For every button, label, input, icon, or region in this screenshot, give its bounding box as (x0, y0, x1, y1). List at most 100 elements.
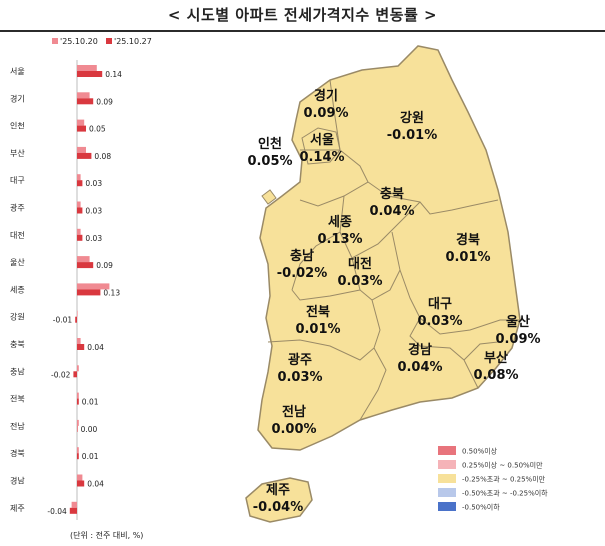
category-label: 인천 (10, 121, 25, 131)
bar-current (77, 152, 92, 159)
map-region-value: 0.00% (271, 422, 316, 437)
bar-prev (77, 174, 81, 181)
bar-prev (77, 119, 85, 126)
bar-current (77, 480, 85, 487)
bar-prev (77, 201, 81, 208)
category-label: 강원 (10, 312, 25, 322)
value-label: 0.14 (105, 70, 122, 79)
map-region-name: 제주 (266, 483, 290, 498)
map-region-name: 전북 (306, 304, 330, 320)
bar-prev (77, 419, 79, 426)
bar-prev (77, 65, 97, 71)
map-region-value: 0.09% (303, 106, 348, 121)
title-divider (0, 30, 605, 32)
category-label: 세종 (10, 285, 25, 294)
map-incheon-island (261, 189, 277, 205)
category-label: 경북 (10, 448, 25, 458)
value-label: 0.01 (82, 452, 99, 461)
value-label: 0.09 (96, 97, 113, 106)
map-region-value: 0.04% (369, 204, 414, 219)
color-legend-swatch (438, 488, 456, 497)
category-label: 부산 (10, 148, 25, 158)
category-label: 광주 (10, 203, 25, 213)
bar-current (77, 125, 86, 132)
map-region-name: 경남 (408, 342, 432, 358)
legend-swatch (106, 38, 112, 44)
value-label: 0.03 (85, 179, 102, 188)
color-legend-swatch (438, 474, 456, 483)
legend-swatch (52, 38, 58, 44)
bar-current (77, 180, 83, 187)
bar-prev (77, 283, 110, 290)
color-legend-label: 0.50%이상 (462, 447, 498, 456)
color-legend-swatch (438, 502, 456, 511)
map-region-value: 0.09% (495, 332, 540, 347)
map-region-name: 대전 (348, 256, 372, 272)
value-label: 0.05 (89, 125, 106, 134)
legend-label: '25.10.27 (114, 37, 152, 46)
map-region-value: 0.13% (317, 232, 362, 247)
color-legend-swatch (438, 460, 456, 469)
bar-legend: '25.10.20 '25.10.27 (52, 37, 152, 46)
korea-map (245, 45, 521, 523)
map-region-value: 0.03% (277, 370, 322, 385)
value-label: -0.02 (51, 370, 71, 379)
category-label: 충남 (10, 367, 25, 376)
color-legend: 0.50%이상 0.25%이상 ~ 0.50%미만 -0.25%초과 ~ 0.25%… (438, 446, 548, 512)
category-label: 대구 (10, 176, 25, 185)
map-region-name: 부산 (484, 350, 508, 366)
color-legend-swatch (438, 446, 456, 455)
bar-prev (77, 338, 81, 344)
value-label: 0.09 (96, 261, 113, 270)
map-region-name: 세종 (328, 215, 352, 230)
value-label: 0.04 (87, 480, 104, 489)
bar-current (77, 234, 83, 241)
bar-prev (77, 92, 90, 99)
map-region-value: 0.03% (417, 314, 462, 329)
category-label: 전북 (10, 394, 25, 404)
value-label: 0.01 (82, 398, 99, 407)
value-label: 0.03 (85, 207, 102, 216)
map-region-name: 충북 (380, 186, 404, 202)
category-label: 서울 (10, 67, 25, 76)
bar-current (75, 316, 77, 323)
category-label: 제주 (10, 504, 25, 513)
bar-chart: 서울 0.14 경기 0.09 인천 0.05 부산 0.08 대구 0.03 광주 0.03 대전 0.… (10, 60, 122, 520)
category-label: 전남 (10, 421, 25, 431)
map-region-value: 0.14% (299, 150, 344, 165)
map-region-value: 0.01% (295, 322, 340, 337)
bar-prev (77, 146, 86, 153)
bar-prev (77, 447, 79, 454)
map-jeju (245, 477, 313, 523)
map-region-value: 0.03% (337, 274, 382, 289)
category-label: 경기 (10, 93, 25, 103)
category-label: 울산 (10, 257, 25, 267)
map-labels: 경기 0.09% 강원 -0.01% 인천 0.05% 서울 0.14% 충북 0.04% 세종 0.… (247, 88, 540, 515)
value-label: 0.00 (81, 425, 98, 434)
map-region-value: -0.01% (387, 128, 438, 143)
map-region-value: 0.05% (247, 154, 292, 169)
unit-note: (단위 : 전주 대비, %) (70, 531, 144, 540)
map-region-value: -0.02% (277, 266, 328, 281)
map-mainland (257, 45, 521, 451)
bar-prev (71, 501, 77, 508)
bar-prev (77, 310, 78, 317)
value-label: 0.04 (87, 343, 104, 352)
map-region-name: 전남 (282, 404, 306, 420)
map-region-name: 인천 (258, 136, 282, 152)
color-legend-label: 0.25%이상 ~ 0.50%미만 (462, 461, 543, 470)
bar-prev (77, 474, 83, 481)
map-region-value: -0.04% (253, 500, 304, 515)
value-label: 0.08 (94, 152, 111, 161)
value-label: 0.13 (103, 288, 120, 297)
category-label: 충북 (10, 340, 25, 349)
bar-current (73, 371, 77, 378)
bar-prev (77, 256, 90, 263)
map-region-value: 0.08% (473, 368, 518, 383)
map-region-value: 0.01% (445, 250, 490, 265)
bar-current (77, 425, 78, 432)
value-label: -0.01 (53, 316, 73, 325)
category-label: 대전 (10, 230, 25, 240)
map-seoul-border (301, 127, 341, 165)
map-borders (267, 79, 520, 421)
